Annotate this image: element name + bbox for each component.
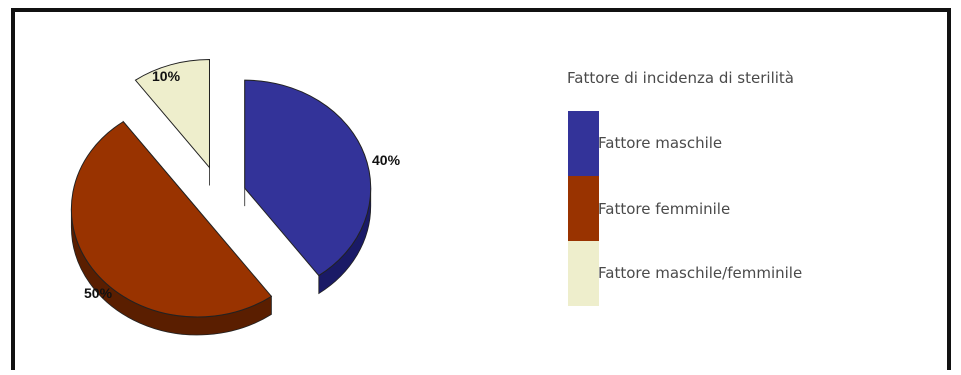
legend-label-maschile-femminile: Fattore maschile/femminile: [598, 264, 803, 282]
pie-slice-2: [134, 59, 210, 169]
pie-slice-label-2: 10%: [152, 68, 181, 84]
legend-swatch-maschile: [568, 111, 599, 176]
legend-swatch-femminile: [568, 176, 599, 241]
legend-title: Fattore di incidenza di sterilità: [567, 69, 794, 87]
legend-label-maschile: Fattore maschile: [598, 134, 723, 152]
legend-label-femminile: Fattore femminile: [598, 200, 731, 218]
pie-slice-label-1: 50%: [84, 285, 113, 301]
legend-swatch-maschile-femminile: [568, 241, 599, 306]
pie-slice-label-0: 40%: [372, 152, 401, 168]
pie-slice-0: [244, 79, 372, 277]
pie-slice-1: [70, 120, 273, 318]
